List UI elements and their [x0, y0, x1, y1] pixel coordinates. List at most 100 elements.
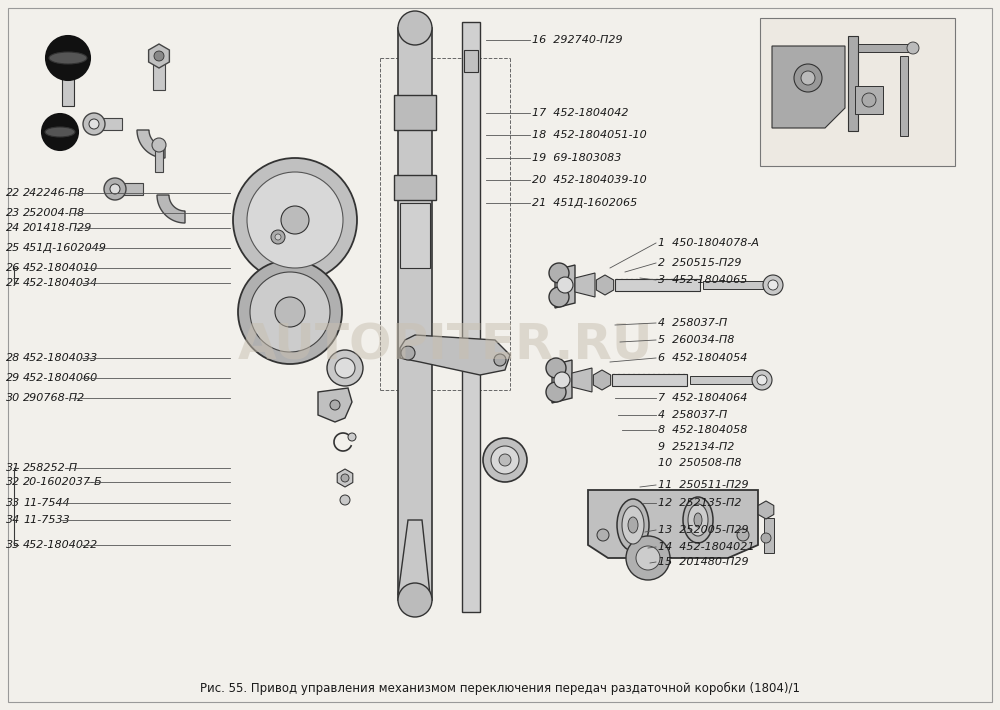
Ellipse shape: [45, 127, 75, 137]
Text: 452-1804033: 452-1804033: [23, 353, 98, 363]
Text: 17  452-1804042: 17 452-1804042: [532, 108, 629, 118]
Text: 201418-П29: 201418-П29: [23, 223, 92, 233]
Text: 452-1804060: 452-1804060: [23, 373, 98, 383]
Circle shape: [546, 382, 566, 402]
Text: 23: 23: [6, 208, 20, 218]
Bar: [94, 118, 122, 130]
Bar: [394, 95, 436, 130]
Circle shape: [330, 400, 340, 410]
Text: 5  260034-П8: 5 260034-П8: [658, 335, 734, 345]
Text: AUTOPITER.RU: AUTOPITER.RU: [237, 321, 653, 369]
Text: 451Д-1602049: 451Д-1602049: [23, 243, 107, 253]
Text: 33: 33: [6, 498, 20, 508]
Ellipse shape: [628, 517, 638, 533]
Circle shape: [341, 474, 349, 482]
Ellipse shape: [688, 504, 708, 536]
Circle shape: [768, 280, 778, 290]
Circle shape: [752, 370, 772, 390]
Text: 30: 30: [6, 393, 20, 403]
Circle shape: [763, 275, 783, 295]
Circle shape: [907, 42, 919, 54]
Bar: [612, 374, 687, 386]
Polygon shape: [318, 388, 352, 422]
Text: 35: 35: [6, 540, 20, 550]
Circle shape: [238, 260, 342, 364]
Circle shape: [636, 546, 660, 570]
Circle shape: [546, 358, 566, 378]
Bar: [62, 78, 74, 106]
Circle shape: [737, 529, 749, 541]
Bar: [858, 44, 913, 52]
Text: 24: 24: [6, 223, 20, 233]
Text: 28: 28: [6, 353, 20, 363]
Text: 11-7544: 11-7544: [23, 498, 70, 508]
Circle shape: [557, 277, 573, 293]
Circle shape: [340, 495, 350, 505]
Circle shape: [801, 71, 815, 85]
Circle shape: [152, 138, 166, 152]
Bar: [394, 175, 436, 200]
Circle shape: [275, 297, 305, 327]
Circle shape: [104, 178, 126, 200]
Circle shape: [83, 113, 105, 135]
Text: 7  452-1804064: 7 452-1804064: [658, 393, 747, 403]
Text: 19  69-1803083: 19 69-1803083: [532, 153, 621, 163]
Text: 258252-П: 258252-П: [23, 463, 78, 473]
Text: 32: 32: [6, 477, 20, 487]
Circle shape: [554, 372, 570, 388]
Text: 9  252134-П2: 9 252134-П2: [658, 442, 734, 452]
Text: 11-7533: 11-7533: [23, 515, 70, 525]
Circle shape: [862, 93, 876, 107]
Circle shape: [494, 354, 506, 366]
Polygon shape: [137, 130, 165, 158]
Circle shape: [348, 433, 356, 441]
Circle shape: [271, 230, 285, 244]
Text: 252004-П8: 252004-П8: [23, 208, 85, 218]
Circle shape: [42, 114, 78, 150]
Circle shape: [626, 536, 670, 580]
Circle shape: [327, 350, 363, 386]
Text: 14  452-1804021: 14 452-1804021: [658, 542, 755, 552]
Polygon shape: [572, 368, 592, 392]
Text: 29: 29: [6, 373, 20, 383]
Text: 242246-П8: 242246-П8: [23, 188, 85, 198]
Circle shape: [761, 533, 771, 543]
Bar: [615, 279, 700, 291]
Polygon shape: [588, 490, 758, 558]
Ellipse shape: [617, 499, 649, 551]
Text: 34: 34: [6, 515, 20, 525]
Text: 22: 22: [6, 188, 20, 198]
Text: 3  452-1804065: 3 452-1804065: [658, 275, 747, 285]
Bar: [900, 56, 908, 136]
Text: 2  250515-П29: 2 250515-П29: [658, 258, 742, 268]
Bar: [848, 36, 858, 131]
Text: 20  452-1804039-10: 20 452-1804039-10: [532, 175, 647, 185]
Text: 1  450-1804078-А: 1 450-1804078-А: [658, 238, 759, 248]
Circle shape: [247, 172, 343, 268]
Polygon shape: [398, 520, 430, 595]
Circle shape: [491, 446, 519, 474]
Circle shape: [757, 375, 767, 385]
Text: 18  452-1804051-10: 18 452-1804051-10: [532, 130, 647, 140]
Circle shape: [110, 184, 120, 194]
Bar: [703, 281, 763, 289]
Bar: [690, 376, 755, 384]
Text: 4  258037-П: 4 258037-П: [658, 318, 727, 328]
Polygon shape: [400, 335, 510, 375]
Circle shape: [597, 529, 609, 541]
Text: 31: 31: [6, 463, 20, 473]
Polygon shape: [157, 195, 185, 223]
Text: 452-1804010: 452-1804010: [23, 263, 98, 273]
Text: 452-1804034: 452-1804034: [23, 278, 98, 288]
Circle shape: [794, 64, 822, 92]
Text: 25: 25: [6, 243, 20, 253]
Ellipse shape: [694, 513, 702, 527]
Text: 12  252135-П2: 12 252135-П2: [658, 498, 742, 508]
Circle shape: [549, 263, 569, 283]
Ellipse shape: [49, 52, 87, 64]
Ellipse shape: [622, 506, 644, 544]
Circle shape: [401, 346, 415, 360]
Polygon shape: [555, 265, 575, 308]
Bar: [764, 518, 774, 553]
Circle shape: [335, 358, 355, 378]
